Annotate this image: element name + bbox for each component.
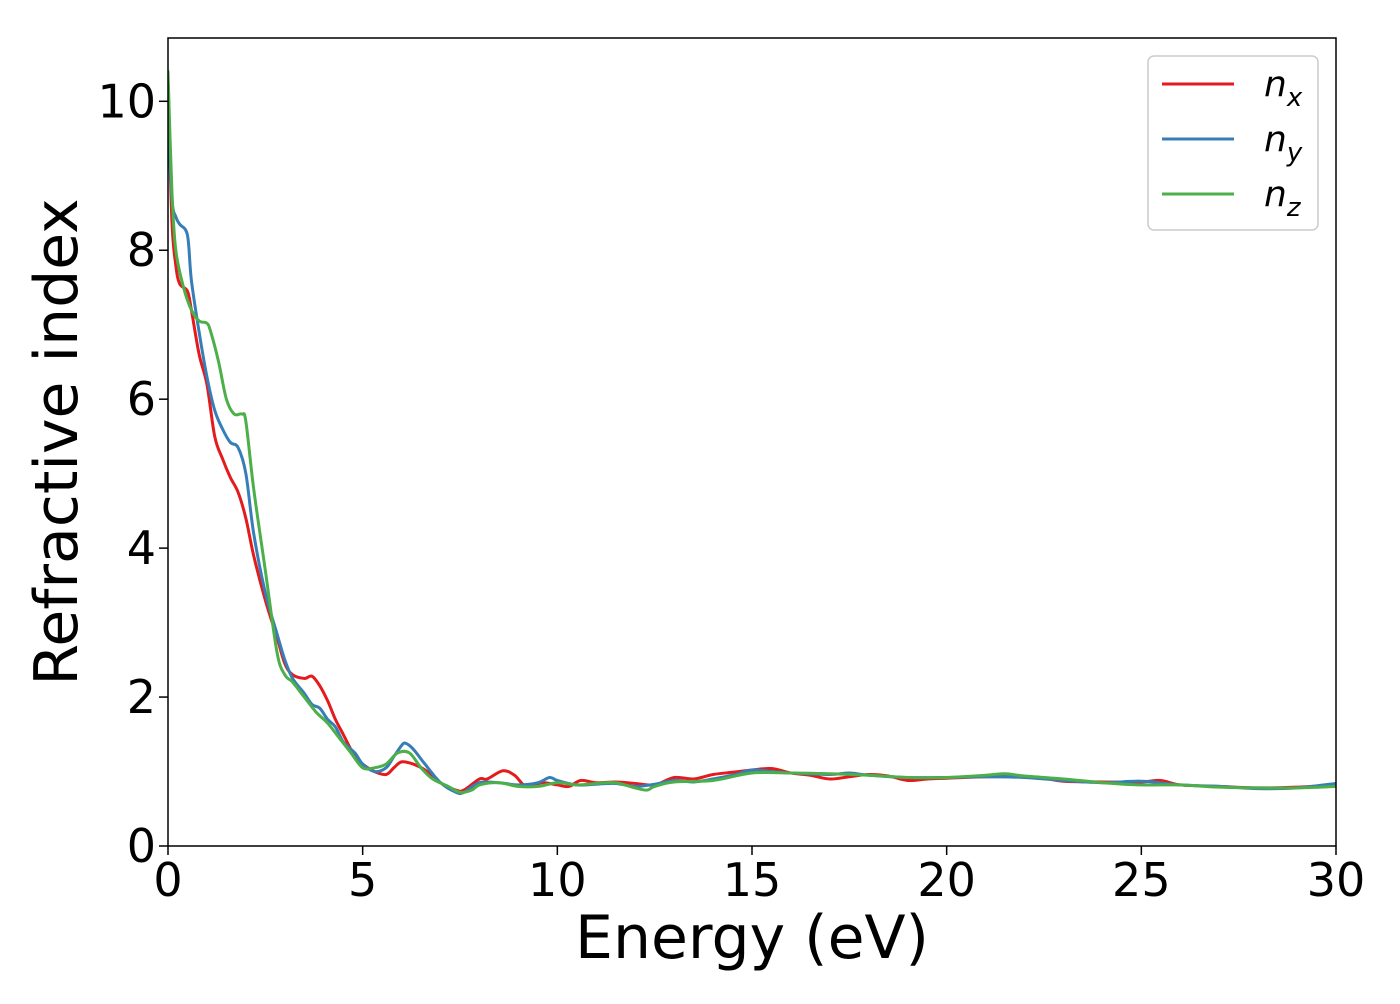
x-tick-label: 30 xyxy=(1307,853,1366,907)
y-tick-label: 10 xyxy=(97,74,156,128)
y-tick-label: 4 xyxy=(127,521,156,575)
y-axis-ticks: 0 2 4 6 8 10 xyxy=(97,74,168,873)
y-axis-label: Refractive index xyxy=(22,198,92,685)
y-tick-label: 8 xyxy=(127,223,156,277)
x-tick-label: 0 xyxy=(153,853,182,907)
y-tick-label: 0 xyxy=(127,819,156,873)
x-tick-label: 10 xyxy=(528,853,587,907)
x-axis-label: Energy (eV) xyxy=(575,903,929,973)
y-tick-label: 6 xyxy=(127,372,156,426)
x-tick-label: 25 xyxy=(1112,853,1171,907)
series-line-nz xyxy=(168,70,1336,795)
x-tick-label: 15 xyxy=(723,853,782,907)
series-layer xyxy=(168,70,1336,796)
x-axis-ticks: 0 5 10 15 20 25 30 xyxy=(153,846,1365,907)
x-tick-label: 5 xyxy=(348,853,377,907)
y-tick-label: 2 xyxy=(127,670,156,724)
x-tick-label: 20 xyxy=(917,853,976,907)
legend-box xyxy=(1147,55,1319,231)
